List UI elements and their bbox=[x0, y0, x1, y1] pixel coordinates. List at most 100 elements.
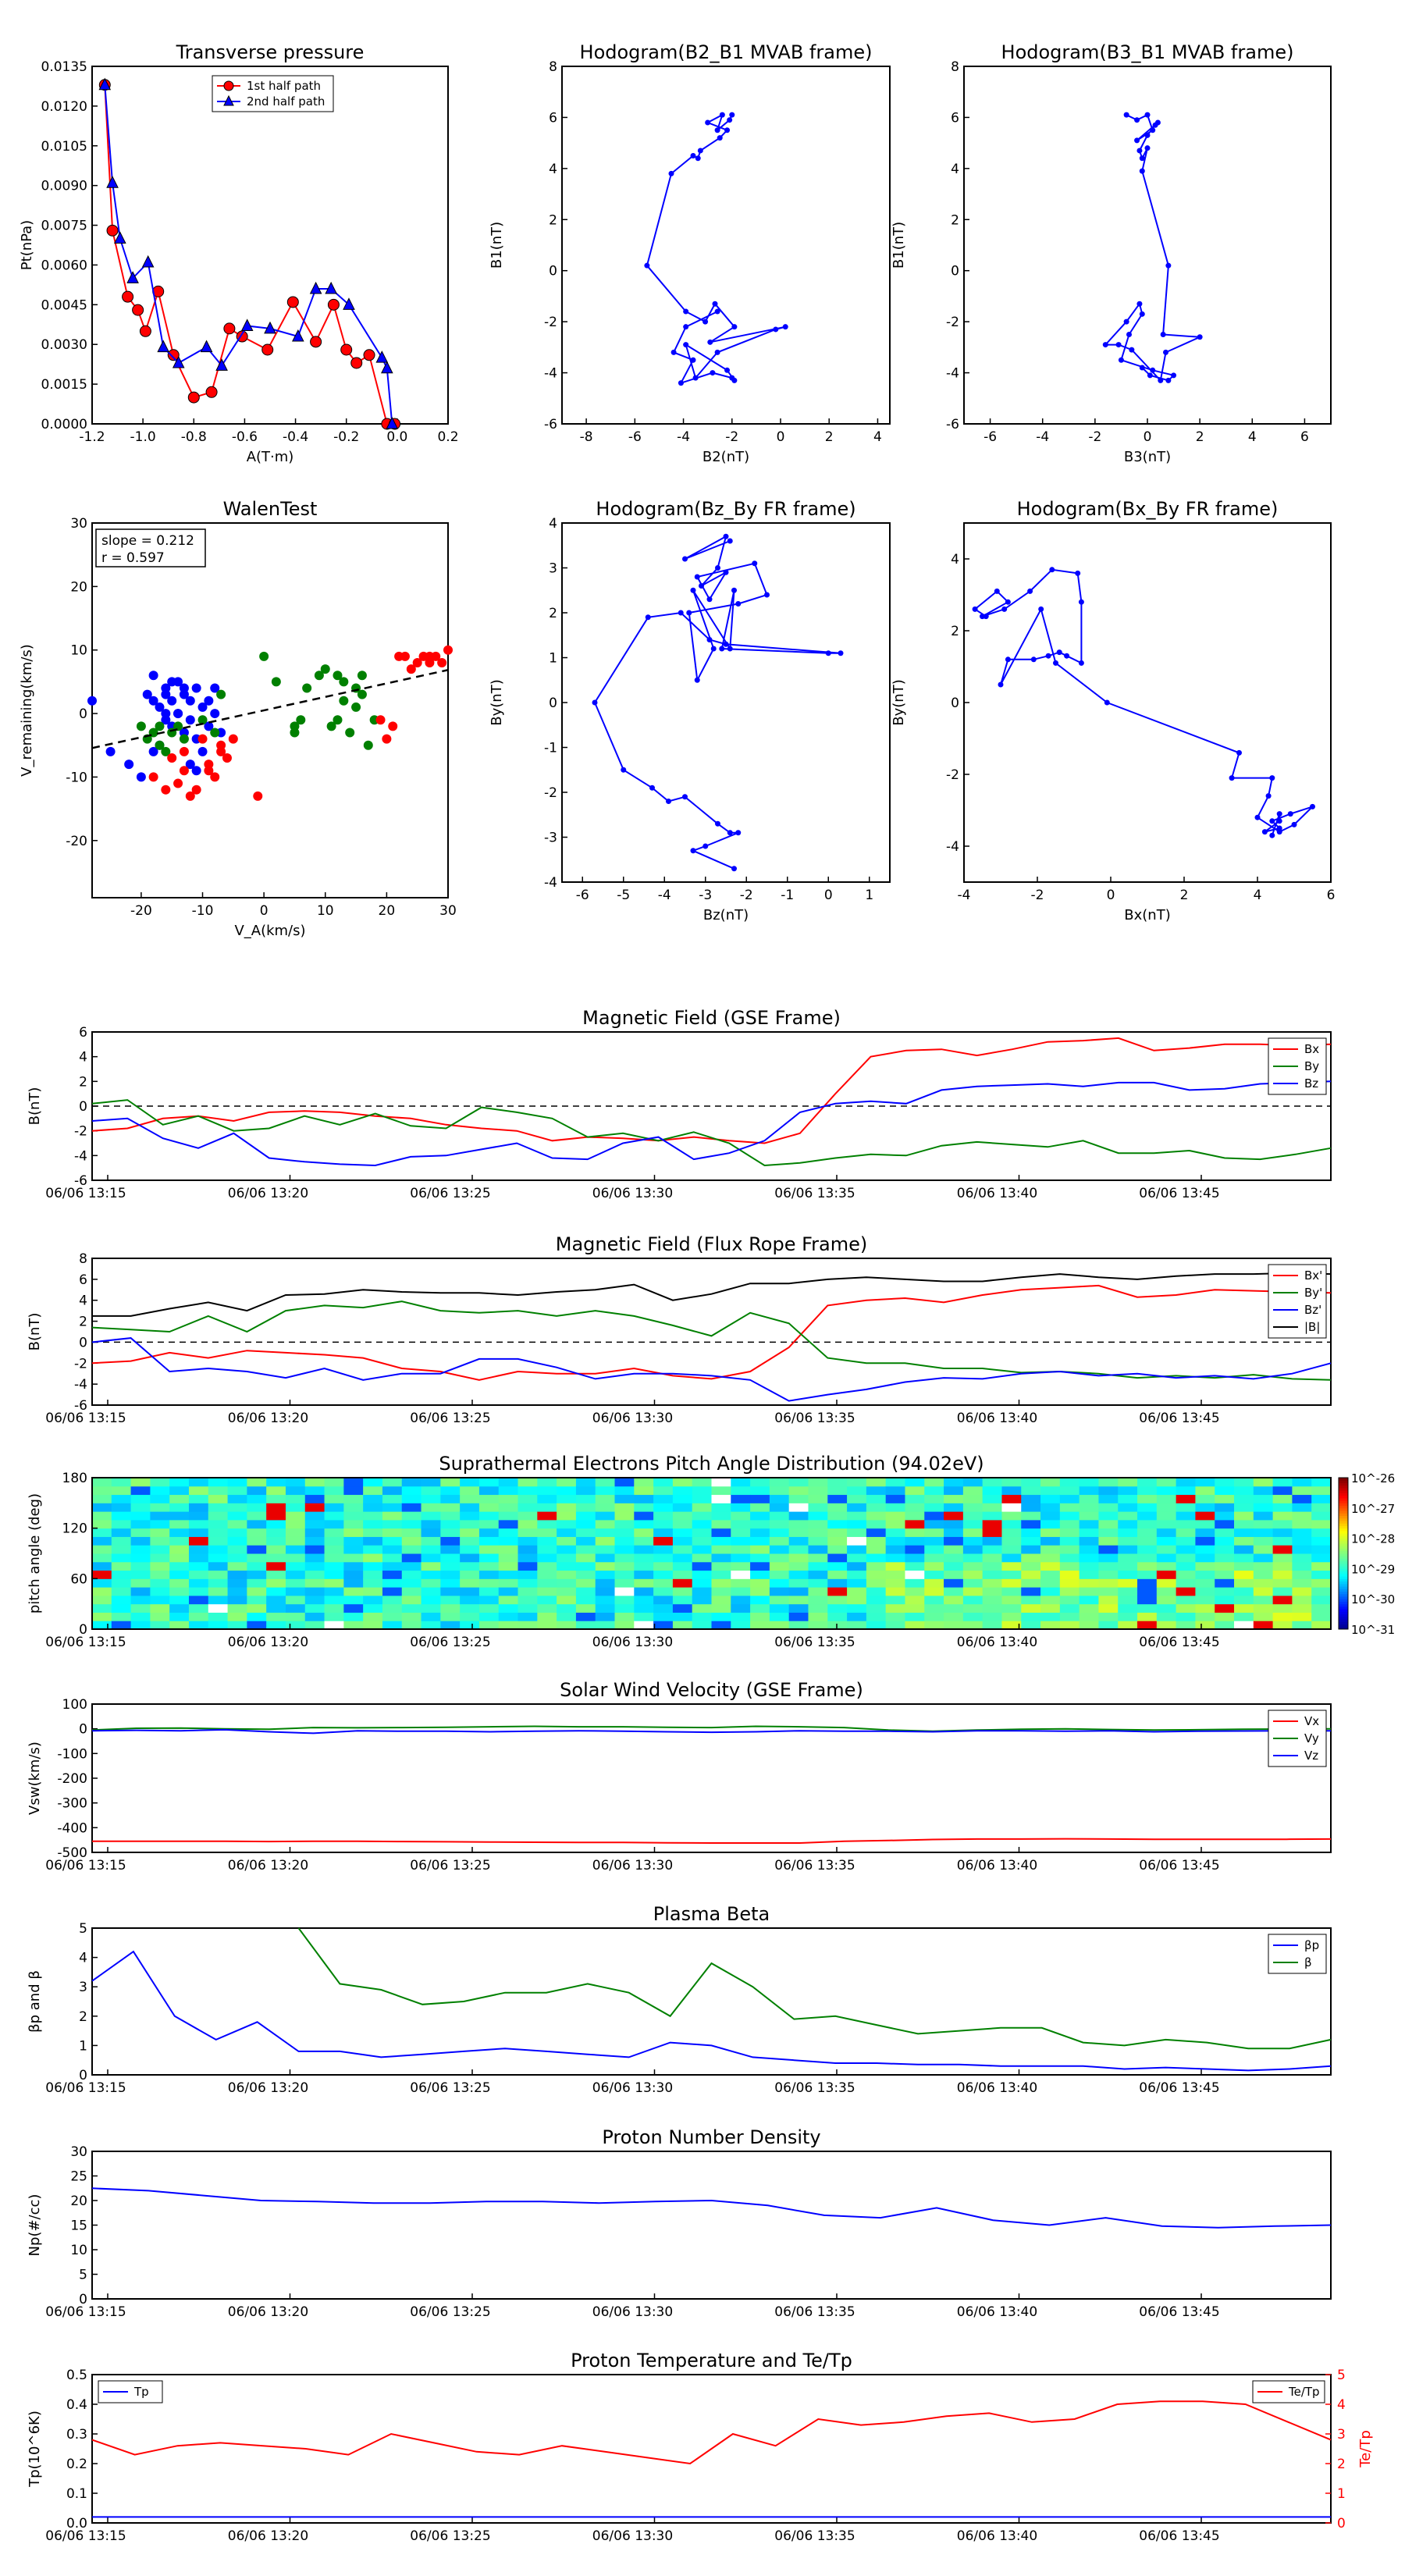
h21-point bbox=[692, 375, 699, 381]
pad-cell bbox=[130, 1511, 151, 1521]
hxy-point bbox=[1045, 653, 1051, 659]
pad-cell bbox=[1253, 1612, 1274, 1621]
pad-cell bbox=[595, 1545, 616, 1554]
pad-cell bbox=[595, 1578, 616, 1588]
pad-cell bbox=[557, 1603, 577, 1613]
pad-cell bbox=[982, 1587, 1002, 1596]
x-tick-label: 06/06 13:35 bbox=[774, 1858, 855, 1873]
x-tick-label: 06/06 13:35 bbox=[774, 2304, 855, 2320]
pad-cell bbox=[1195, 1519, 1215, 1529]
pad-cell bbox=[924, 1578, 944, 1588]
y-tick-label: -3 bbox=[544, 831, 557, 846]
pad-cell bbox=[421, 1478, 441, 1487]
pad-cell bbox=[92, 1503, 112, 1512]
h31-point bbox=[1123, 112, 1129, 118]
pad-cell bbox=[169, 1570, 190, 1579]
pad-cell bbox=[188, 1561, 209, 1571]
pad-cell bbox=[363, 1561, 383, 1571]
pad-cell bbox=[1234, 1528, 1254, 1537]
pad-cell bbox=[150, 1485, 170, 1496]
pad-cell bbox=[827, 1478, 848, 1487]
pad-cell bbox=[1118, 1578, 1138, 1588]
pad-cell bbox=[692, 1603, 712, 1613]
pad-cell bbox=[692, 1612, 712, 1621]
walen-point-blue bbox=[142, 689, 152, 699]
pad-cell bbox=[208, 1553, 229, 1563]
pad-cell bbox=[634, 1553, 654, 1563]
pad-cell bbox=[518, 1561, 538, 1571]
pad-cell bbox=[1195, 1578, 1215, 1588]
pad-cell bbox=[92, 1511, 112, 1521]
y-tick-label: 120 bbox=[62, 1521, 87, 1537]
pad-cell bbox=[905, 1485, 925, 1496]
colorbar-cell bbox=[1339, 1507, 1348, 1511]
pad-cell bbox=[1021, 1553, 1041, 1563]
pad-cell bbox=[847, 1503, 867, 1512]
pad-cell bbox=[1292, 1485, 1312, 1496]
pad-cell bbox=[1311, 1603, 1332, 1613]
pad-cell bbox=[692, 1595, 712, 1605]
colorbar-cell bbox=[1339, 1553, 1348, 1557]
pad-cell bbox=[944, 1485, 964, 1496]
pad-cell bbox=[92, 1561, 112, 1571]
pad-cell bbox=[1156, 1578, 1177, 1588]
walen-point-green bbox=[333, 715, 343, 725]
pad-cell bbox=[208, 1528, 229, 1537]
x-tick-label: 06/06 13:45 bbox=[1139, 1635, 1219, 1650]
tp-Te/Tp-line bbox=[91, 2400, 1332, 2465]
h31-trace bbox=[1104, 113, 1200, 382]
walen-point-green bbox=[136, 721, 146, 731]
pad-cell bbox=[285, 1511, 306, 1521]
pad-cell bbox=[498, 1570, 519, 1579]
pad-cell bbox=[1272, 1621, 1293, 1630]
pad-cell bbox=[440, 1578, 461, 1588]
pad-cell bbox=[150, 1511, 170, 1521]
pad-cell bbox=[169, 1612, 190, 1621]
pad-cell bbox=[1272, 1578, 1293, 1588]
plot-frame bbox=[561, 66, 891, 425]
pad-cell bbox=[227, 1603, 247, 1613]
pad-cell bbox=[324, 1536, 344, 1546]
pad-cell bbox=[1118, 1570, 1138, 1579]
pad-cell bbox=[401, 1519, 422, 1529]
pad-cell bbox=[518, 1511, 538, 1521]
pad-cell bbox=[169, 1511, 190, 1521]
pad-cell bbox=[304, 1612, 325, 1621]
colorbar-cell bbox=[1339, 1550, 1348, 1554]
pad-cell bbox=[962, 1587, 984, 1596]
pad-cell bbox=[1001, 1519, 1022, 1529]
pad-cell bbox=[750, 1485, 770, 1496]
x-tick-label: 0 bbox=[777, 429, 785, 445]
pad-cell bbox=[982, 1595, 1002, 1605]
pad-cell bbox=[711, 1478, 731, 1487]
y-tick-label: 0 bbox=[549, 264, 557, 279]
x-tick-label: 06/06 13:35 bbox=[774, 2080, 855, 2096]
colorbar-cell bbox=[1339, 1621, 1348, 1625]
hzy-point bbox=[645, 614, 651, 621]
colorbar-cell bbox=[1339, 1556, 1348, 1559]
x-tick-label: 4 bbox=[1248, 429, 1257, 445]
pad-cell bbox=[460, 1528, 480, 1537]
pad-cell bbox=[866, 1519, 887, 1529]
pad-cell bbox=[478, 1519, 500, 1529]
x-tick-label: 06/06 13:45 bbox=[1139, 1411, 1219, 1426]
legend-label: Bz bbox=[1304, 1076, 1318, 1091]
pad-cell bbox=[208, 1536, 229, 1546]
pad-cell bbox=[1156, 1485, 1177, 1496]
pad-cell bbox=[634, 1511, 654, 1521]
pad-cell bbox=[266, 1494, 286, 1503]
pad-cell bbox=[363, 1519, 383, 1529]
hxy-trace bbox=[973, 568, 1314, 836]
pad-cell bbox=[1059, 1536, 1080, 1546]
pad-cell bbox=[1272, 1545, 1293, 1554]
pad-cell bbox=[1311, 1494, 1332, 1503]
y-tick-label: 0.0075 bbox=[41, 219, 87, 234]
h31-point bbox=[1118, 357, 1124, 363]
h21-point bbox=[729, 375, 735, 381]
pad-cell bbox=[885, 1553, 905, 1563]
pad-cell bbox=[285, 1485, 306, 1496]
hxy-point bbox=[1276, 818, 1282, 824]
pad-cell bbox=[962, 1503, 984, 1512]
pad-cell bbox=[169, 1503, 190, 1512]
pad-cell bbox=[1272, 1612, 1293, 1621]
